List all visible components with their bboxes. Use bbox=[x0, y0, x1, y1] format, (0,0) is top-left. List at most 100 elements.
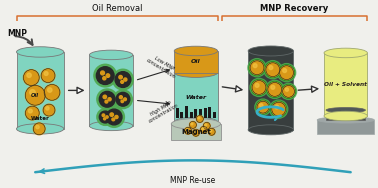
Circle shape bbox=[119, 75, 122, 79]
Circle shape bbox=[99, 91, 115, 107]
FancyBboxPatch shape bbox=[190, 110, 193, 118]
Circle shape bbox=[36, 125, 39, 129]
Circle shape bbox=[119, 96, 122, 99]
Circle shape bbox=[115, 115, 118, 119]
Circle shape bbox=[106, 116, 108, 118]
Circle shape bbox=[255, 99, 271, 115]
Circle shape bbox=[97, 109, 114, 125]
Ellipse shape bbox=[248, 125, 293, 135]
Circle shape bbox=[30, 90, 35, 95]
Circle shape bbox=[27, 73, 31, 77]
Circle shape bbox=[186, 129, 188, 131]
Ellipse shape bbox=[324, 111, 367, 121]
Ellipse shape bbox=[324, 48, 367, 58]
Circle shape bbox=[96, 67, 114, 84]
Ellipse shape bbox=[174, 117, 218, 127]
Bar bbox=[174, 51, 218, 73]
Circle shape bbox=[121, 100, 124, 103]
Circle shape bbox=[104, 118, 106, 120]
Circle shape bbox=[283, 69, 287, 73]
FancyBboxPatch shape bbox=[176, 109, 179, 118]
Text: MNP Recovery: MNP Recovery bbox=[260, 4, 328, 13]
Circle shape bbox=[257, 101, 269, 113]
Circle shape bbox=[99, 111, 111, 123]
Text: MNP Re-use: MNP Re-use bbox=[170, 176, 215, 185]
FancyBboxPatch shape bbox=[209, 107, 211, 118]
Bar bbox=[174, 73, 218, 122]
Circle shape bbox=[41, 69, 55, 83]
Circle shape bbox=[280, 83, 297, 99]
Circle shape bbox=[203, 122, 210, 129]
Circle shape bbox=[280, 66, 293, 80]
FancyBboxPatch shape bbox=[185, 111, 188, 118]
Circle shape bbox=[275, 105, 279, 109]
Circle shape bbox=[198, 117, 200, 119]
Circle shape bbox=[248, 59, 266, 77]
Circle shape bbox=[106, 109, 122, 125]
Ellipse shape bbox=[90, 50, 133, 60]
Ellipse shape bbox=[326, 108, 366, 113]
Circle shape bbox=[250, 61, 264, 75]
Text: Magnet: Magnet bbox=[181, 129, 211, 135]
Circle shape bbox=[48, 88, 52, 92]
Circle shape bbox=[184, 127, 192, 134]
Circle shape bbox=[270, 100, 288, 118]
Circle shape bbox=[285, 88, 288, 91]
Circle shape bbox=[43, 104, 55, 116]
Circle shape bbox=[124, 78, 127, 81]
Circle shape bbox=[104, 107, 124, 127]
Bar bbox=[17, 52, 64, 129]
Bar bbox=[248, 51, 293, 130]
Circle shape bbox=[269, 66, 273, 70]
Circle shape bbox=[260, 104, 263, 107]
Text: Water: Water bbox=[185, 95, 206, 100]
Circle shape bbox=[252, 80, 266, 94]
Circle shape bbox=[191, 123, 193, 125]
Bar bbox=[324, 53, 367, 116]
Circle shape bbox=[113, 69, 133, 90]
Circle shape bbox=[102, 114, 105, 117]
FancyBboxPatch shape bbox=[194, 107, 197, 118]
FancyBboxPatch shape bbox=[213, 109, 216, 118]
Text: Water: Water bbox=[31, 117, 50, 121]
Circle shape bbox=[121, 80, 124, 83]
Circle shape bbox=[28, 109, 32, 113]
Circle shape bbox=[268, 83, 282, 96]
Circle shape bbox=[103, 77, 106, 80]
Circle shape bbox=[192, 129, 199, 136]
Circle shape bbox=[25, 86, 45, 105]
Circle shape bbox=[124, 98, 126, 101]
Circle shape bbox=[44, 72, 48, 75]
Circle shape bbox=[110, 113, 113, 116]
Circle shape bbox=[25, 106, 39, 120]
Ellipse shape bbox=[248, 46, 293, 56]
Ellipse shape bbox=[17, 124, 64, 134]
Circle shape bbox=[97, 89, 118, 110]
Circle shape bbox=[101, 71, 104, 75]
Text: Oil: Oil bbox=[191, 59, 201, 64]
Text: Low MNP
concentration: Low MNP concentration bbox=[145, 52, 180, 79]
Circle shape bbox=[46, 107, 49, 110]
Text: Oil: Oil bbox=[31, 93, 39, 98]
Circle shape bbox=[23, 70, 39, 86]
Circle shape bbox=[283, 86, 294, 97]
Circle shape bbox=[189, 121, 197, 128]
Circle shape bbox=[205, 124, 207, 126]
Circle shape bbox=[116, 92, 130, 106]
Circle shape bbox=[115, 72, 131, 87]
Text: High MNP
concentration: High MNP concentration bbox=[145, 98, 180, 124]
Circle shape bbox=[266, 80, 284, 99]
Text: MNP: MNP bbox=[8, 29, 28, 38]
Text: Oil + Solvent: Oil + Solvent bbox=[324, 82, 367, 87]
Ellipse shape bbox=[174, 68, 218, 77]
FancyBboxPatch shape bbox=[180, 110, 183, 118]
FancyBboxPatch shape bbox=[204, 108, 207, 118]
Circle shape bbox=[33, 123, 45, 135]
Circle shape bbox=[197, 116, 203, 122]
Circle shape bbox=[250, 78, 268, 96]
Circle shape bbox=[94, 64, 116, 87]
Ellipse shape bbox=[317, 117, 374, 123]
Circle shape bbox=[202, 128, 204, 130]
Circle shape bbox=[271, 85, 275, 89]
Ellipse shape bbox=[90, 121, 133, 131]
